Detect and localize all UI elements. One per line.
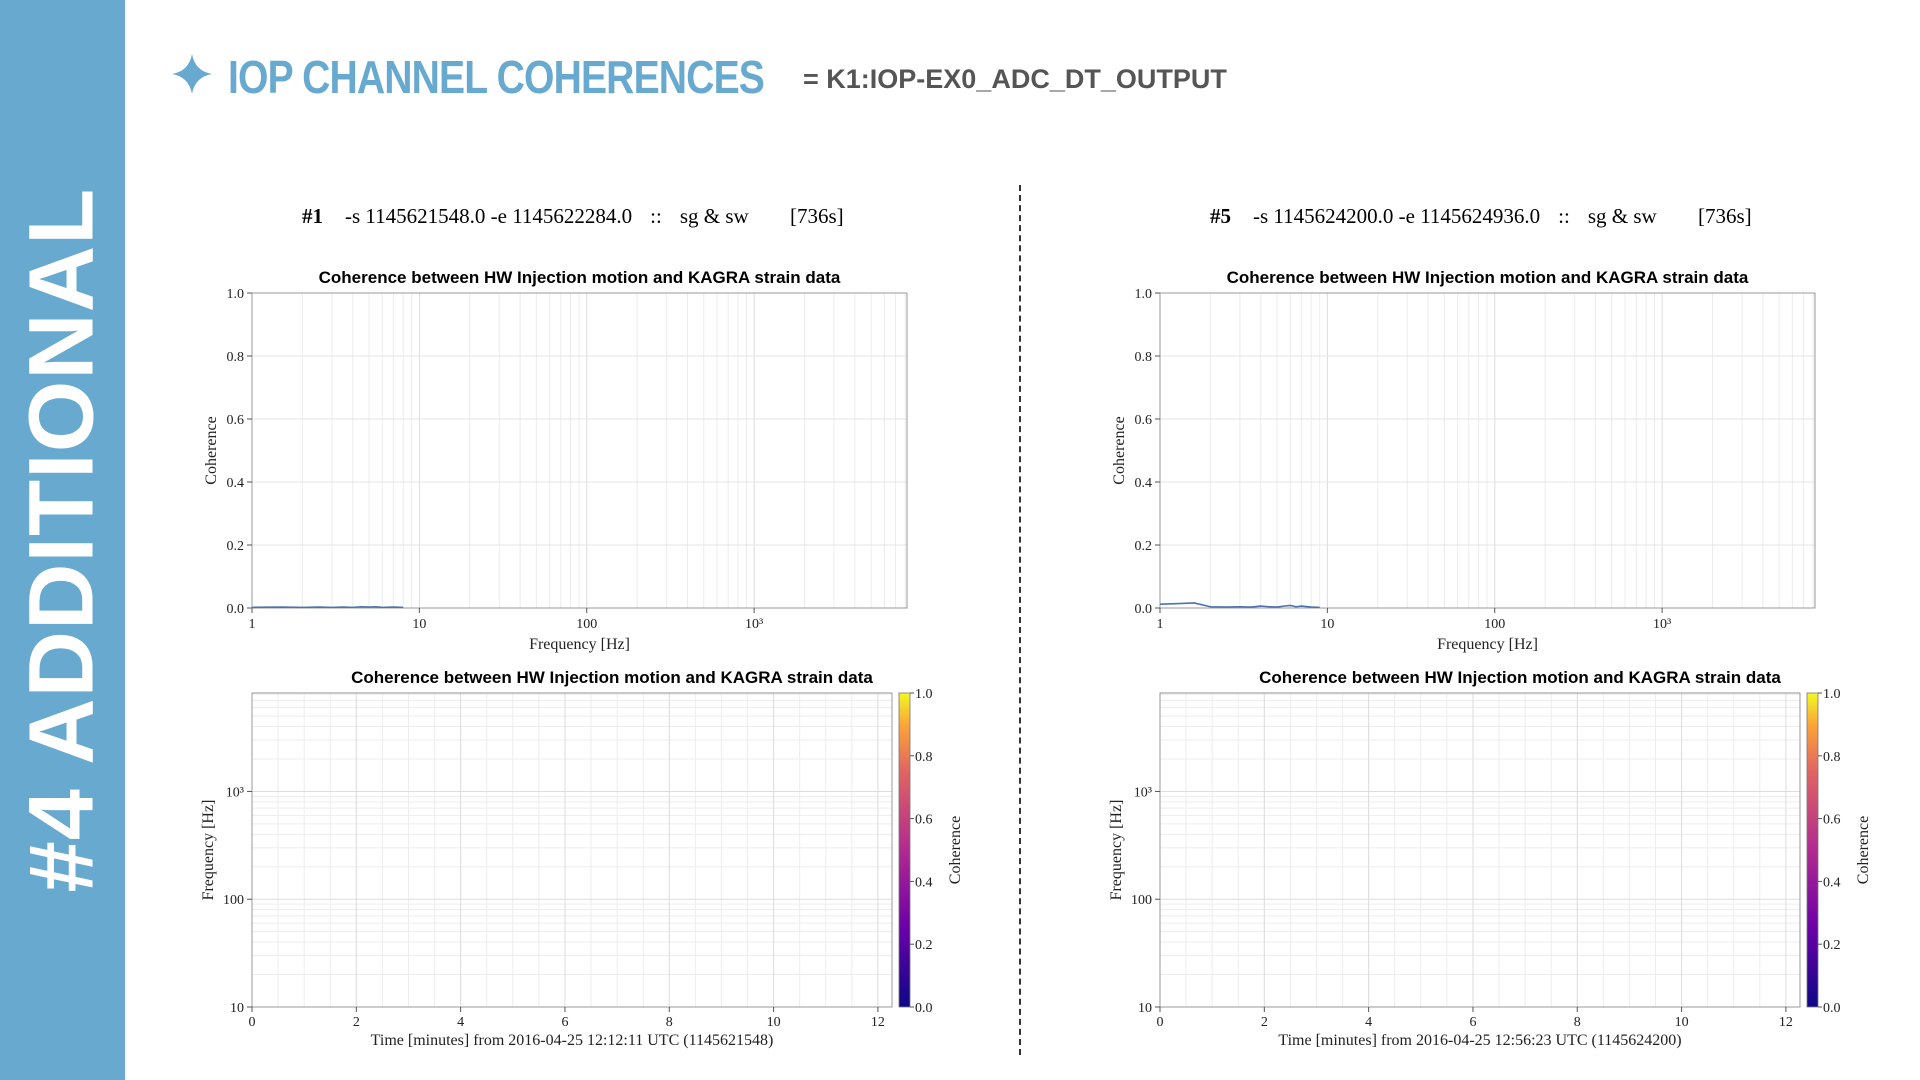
x-tick-label: 10 [767,1015,781,1030]
plot-frame [251,292,908,609]
x-tick-label: 4 [1365,1015,1372,1030]
y-tick-label: 0.6 [1135,413,1153,428]
coherence-spectrogram-left: Coherence between HW Injection motion an… [200,668,964,1049]
plot-frame [1159,292,1816,609]
colorbar-tick-label: 0.2 [1823,938,1841,953]
colorbar-tick-label: 0.6 [915,813,933,828]
x-tick-label: 2 [353,1015,360,1030]
chart-title: Coherence between HW Injection motion an… [319,268,841,287]
x-tick-label: 0 [249,1015,256,1030]
y-tick-label: 100 [1131,893,1152,908]
y-tick-label: 10³ [1134,785,1152,800]
coherence-spectrogram-right: Coherence between HW Injection motion an… [1108,668,1872,1049]
plot-frame [1159,692,1801,1008]
run-duration: [736s] [1697,204,1752,228]
run-caption-left: #1 -s 1145621548.0 -e 1145622284.0:: sg & … [302,204,844,229]
x-tick-label: 2 [1261,1015,1268,1030]
x-tick-label: 10³ [745,617,763,632]
run-index: #1 [302,204,323,228]
colorbar-tick-label: 0.0 [1823,1001,1841,1016]
chart-title: Coherence between HW Injection motion an… [1227,268,1749,287]
colorbar-tick-label: 0.4 [1823,875,1841,890]
x-tick-label: 6 [1469,1015,1476,1030]
channel-name: = K1:IOP-EX0_ADC_DT_OUTPUT [803,64,1227,94]
x-tick-label: 0 [1157,1015,1164,1030]
y-tick-label: 0.2 [227,539,245,554]
chart-title: Coherence between HW Injection motion an… [351,668,873,687]
run-channels: sg & sw [1587,204,1657,228]
y-tick-label: 0.4 [227,476,245,491]
y-tick-label: 0.2 [1135,539,1153,554]
colorbar-tick-label: 0.0 [915,1001,933,1016]
y-tick-label: 0.0 [227,602,245,617]
x-tick-label: 8 [666,1015,673,1030]
colorbar-tick-label: 0.2 [915,938,933,953]
x-tick-label: 10 [412,617,426,632]
colorbar-label: Coherence [947,816,964,884]
run-separator: :: [1558,204,1570,228]
y-tick-label: 0.4 [1135,476,1153,491]
x-tick-label: 12 [871,1015,885,1030]
coherence-line-chart-right: Coherence between HW Injection motion an… [1111,268,1816,653]
colorbar-tick-label: 1.0 [1823,687,1841,702]
y-tick-label: 1.0 [1135,287,1153,302]
colorbar-tick-label: 1.0 [915,687,933,702]
run-separator: :: [650,204,662,228]
colorbar [898,692,911,1008]
x-tick-label: 10 [1320,617,1334,632]
x-tick-label: 10 [1675,1015,1689,1030]
x-axis-label: Time [minutes] from 2016-04-25 12:56:23 … [1278,1032,1681,1049]
coherence-line-chart-left: Coherence between HW Injection motion an… [203,268,908,653]
run-index: #5 [1210,204,1231,228]
y-axis-label: Frequency [Hz] [1108,800,1125,901]
slide-title: IOP CHANNEL COHERENCES [228,51,765,103]
x-axis-label: Time [minutes] from 2016-04-25 12:12:11 … [371,1032,774,1049]
y-tick-label: 0.8 [1135,350,1153,365]
x-axis-label: Frequency [Hz] [1437,636,1538,653]
x-tick-label: 100 [576,617,597,632]
plot-frame [251,692,893,1008]
x-tick-label: 12 [1779,1015,1793,1030]
coherence-series-line [251,605,404,609]
colorbar-tick-label: 0.6 [1823,813,1841,828]
chart-title: Coherence between HW Injection motion an… [1259,668,1781,687]
y-tick-label: 10 [230,1001,244,1016]
x-axis-label: Frequency [Hz] [529,636,630,653]
y-axis-label: Coherence [203,416,220,484]
colorbar [1806,692,1819,1008]
run-range: -s 1145624200.0 -e 1145624936.0 [1253,204,1541,228]
y-axis-label: Coherence [1111,416,1128,484]
run-range: -s 1145621548.0 -e 1145622284.0 [345,204,633,228]
y-tick-label: 0.8 [227,350,245,365]
y-tick-label: 10 [1138,1001,1152,1016]
x-tick-label: 4 [457,1015,464,1030]
colorbar-tick-label: 0.8 [1823,750,1841,765]
colorbar-tick-label: 0.8 [915,750,933,765]
x-tick-label: 1 [1157,617,1164,632]
x-tick-label: 10³ [1653,617,1671,632]
colorbar-label: Coherence [1855,816,1872,884]
y-axis-label: Frequency [Hz] [200,800,217,901]
sidebar-band: #4 ADDITIONAL [0,0,125,1080]
x-tick-label: 1 [249,617,256,632]
y-tick-label: 100 [223,893,244,908]
y-tick-label: 1.0 [227,287,245,302]
y-tick-label: 0.6 [227,413,245,428]
x-tick-label: 8 [1574,1015,1581,1030]
side-label: #4 ADDITIONAL [10,187,113,893]
panel-divider [1019,185,1021,1055]
run-duration: [736s] [789,204,844,228]
y-tick-label: 0.0 [1135,602,1153,617]
run-channels: sg & sw [679,204,749,228]
four-point-star-icon [172,54,212,94]
coherence-series-line [1159,602,1320,609]
colorbar-tick-label: 0.4 [915,875,933,890]
x-tick-label: 6 [561,1015,568,1030]
y-tick-label: 10³ [226,785,244,800]
x-tick-label: 100 [1484,617,1505,632]
run-caption-right: #5 -s 1145624200.0 -e 1145624936.0:: sg & … [1210,204,1752,229]
